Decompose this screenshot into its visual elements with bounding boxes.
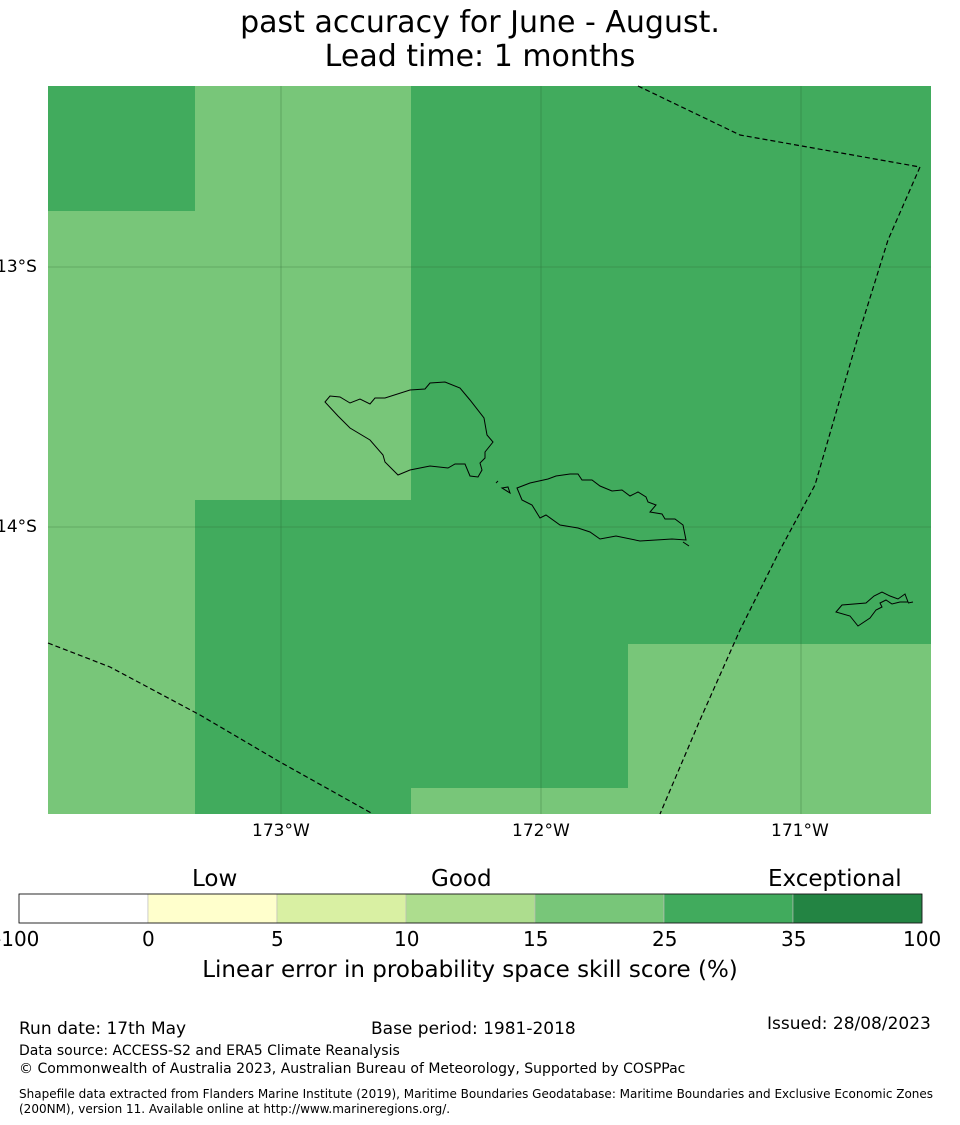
skill-map [47,85,931,815]
colorbar-tick: 100 [903,927,942,951]
colorbar-category-low: Low [192,866,238,892]
apolima-islet [495,480,499,484]
data-source: Data source: ACCESS-S2 and ERA5 Climate … [19,1043,400,1059]
colorbar-swatch [663,893,794,924]
skill-cell [48,211,195,500]
skill-cell [48,86,195,211]
lon-label-171w: 171°W [771,821,829,841]
colorbar-swatch [405,893,536,924]
lon-label-172w: 172°W [512,821,570,841]
skill-cell [48,644,195,788]
upolu-island [516,473,687,542]
aunuu-islet [907,601,914,604]
skill-cell [411,500,628,644]
base-period: Base period: 1981-2018 [371,1019,576,1039]
colorbar-axis-label: Linear error in probability space skill … [202,957,738,983]
skill-cell [628,644,931,788]
colorbar-tick: 15 [523,927,549,951]
colorbar-swatch [792,893,923,924]
skill-cell [48,500,195,644]
colorbar-swatches [18,893,923,924]
skill-grid [48,86,931,814]
skill-cell [411,211,628,500]
skill-cell [411,788,628,814]
skill-cell [48,788,195,814]
lat-label-13s: 13°S [0,257,37,277]
colorbar-category-exceptional: Exceptional [768,866,902,892]
colorbar-tick: -100 [0,927,40,951]
shapefile-attribution: Shapefile data extracted from Flanders M… [19,1087,934,1116]
map-title-line2: Lead time: 1 months [324,39,636,74]
skill-cell [195,86,411,211]
colorbar-category-good: Good [431,866,492,892]
map-title-line1: past accuracy for June - August. [240,5,720,40]
copyright-notice: © Commonwealth of Australia 2023, Austra… [19,1061,686,1077]
colorbar-swatch [534,893,665,924]
skill-cell [195,500,411,644]
eez-boundary-north [637,85,921,815]
skill-cell [628,86,931,211]
colorbar-outline [18,893,923,924]
skill-cell [628,788,931,814]
colorbar-tick: 5 [271,927,284,951]
upolu-east-tip [682,541,690,547]
maritime-boundaries [47,85,921,815]
lon-label-173w: 173°W [252,821,310,841]
colorbar-tick: 35 [781,927,807,951]
skill-cell [195,788,411,814]
colorbar-tick: 25 [652,927,678,951]
tutuila-island [835,591,909,627]
eez-boundary-southwest [47,642,374,815]
colorbar-swatch [18,893,149,924]
map-panel [47,85,931,815]
run-date: Run date: 17th May [19,1019,187,1039]
manono-islet [500,486,511,495]
issued-date: Issued: 28/08/2023 [767,1014,931,1034]
colorbar-tick: 10 [394,927,420,951]
graticule [48,86,931,814]
skill-cell [195,211,411,500]
skill-cell [411,86,628,211]
skill-cell [628,211,931,500]
savaii-island [324,381,494,478]
skill-cell [628,500,931,644]
islands [324,381,914,627]
lat-label-14s: 14°S [0,517,37,537]
colorbar [18,893,923,924]
colorbar-swatch [147,893,278,924]
skill-cell [195,644,411,788]
colorbar-swatch [276,893,407,924]
colorbar-tick: 0 [142,927,155,951]
skill-cell [411,644,628,788]
